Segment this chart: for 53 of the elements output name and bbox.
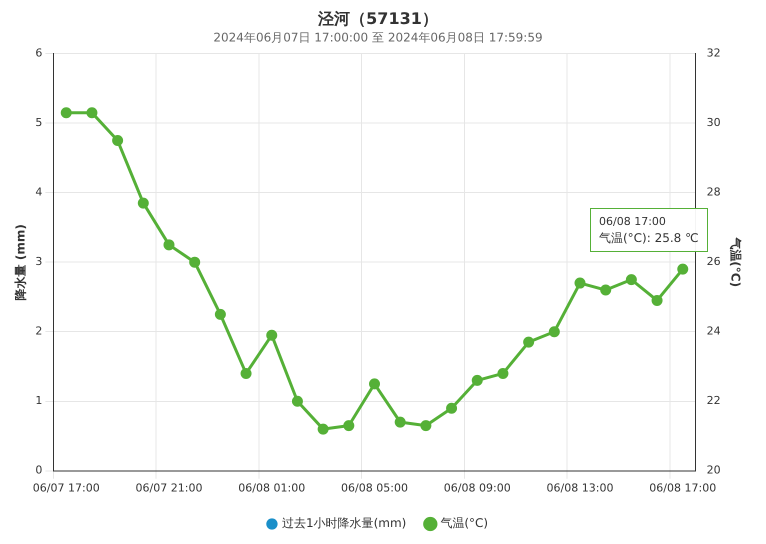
y2-tick-label: 26 [706,255,721,268]
y2-axis-title: 气温(°C) [728,236,743,288]
point [266,330,278,341]
x-tick-label: 06/08 05:00 [341,481,408,494]
point [626,274,637,286]
y2-tick-label: 32 [706,46,721,60]
y2-tick-label: 30 [706,116,721,129]
point [189,256,200,268]
point [240,368,252,379]
y-tick-label: 1 [35,394,42,408]
y-tick-label: 4 [35,186,42,199]
point [574,278,586,289]
point [677,264,688,275]
annotation: 06/08 17:00 气温(°C): 25.8 ℃ [599,215,699,245]
point [369,378,380,390]
x-tick-label: 06/08 13:00 [546,481,614,494]
point [318,424,329,435]
point [652,294,663,306]
point [112,135,124,146]
point [214,308,226,320]
y2-tick-label: 20 [706,464,721,477]
point [163,239,174,250]
point [600,284,612,296]
y2-tick-label: 22 [706,394,721,408]
point [292,396,303,407]
chart-subtitle: 2024年06月07日 17:00:00 至 2024年06月08日 17:59:59 [213,30,543,45]
x-tick-label: 06/07 17:00 [32,481,100,494]
chart-title: 泾河（57131） [317,8,438,28]
x-tick-label: 06/08 09:00 [444,481,511,494]
point [60,107,72,118]
point [548,326,560,338]
point [420,420,432,432]
point [446,402,458,414]
point [343,420,354,432]
y2-tick-label: 24 [706,324,721,338]
point [394,416,406,428]
y-tick-label: 6 [35,46,42,60]
point [497,368,508,379]
y-axis-title: 降水量 (mm) [13,224,28,300]
point [86,107,98,118]
legend-label: 气温(°C) [440,516,488,530]
y-tick-label: 5 [35,116,42,129]
point [472,374,483,386]
x-tick-label: 06/08 01:00 [238,481,306,494]
y-tick-label: 2 [35,324,42,338]
legend-label: 过去1小时降水量(mm) [282,516,406,530]
y-tick-label: 0 [35,464,42,477]
y-tick-label: 3 [35,255,42,268]
x-tick-label: 06/08 17:00 [649,481,716,494]
y2-tick-label: 28 [706,186,721,199]
x-tick-label: 06/07 21:00 [136,481,202,494]
point [523,336,534,348]
point [138,198,149,209]
